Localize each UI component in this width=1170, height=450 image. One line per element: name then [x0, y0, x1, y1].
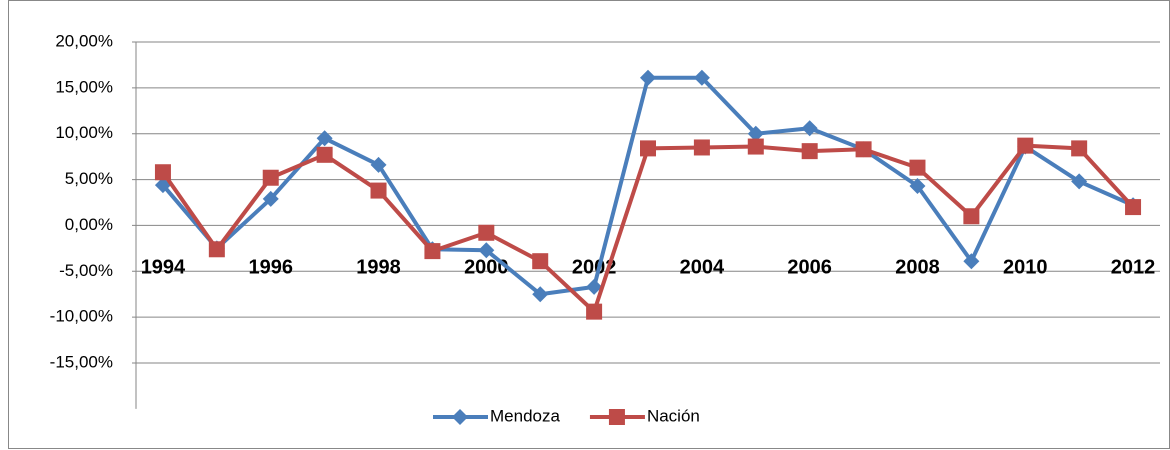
legend-label: Nación [647, 406, 700, 425]
marker [478, 242, 495, 259]
y-tick-label: -15,00% [50, 352, 113, 371]
marker [1125, 199, 1142, 216]
marker [693, 69, 710, 86]
marker [154, 164, 171, 181]
x-tick-label: 2010 [1003, 256, 1048, 278]
marker [370, 182, 387, 199]
marker [1071, 173, 1088, 190]
y-tick-label: 15,00% [55, 77, 113, 96]
y-tick-label: 20,00% [55, 31, 113, 50]
marker [693, 139, 710, 156]
x-tick-label: 2000 [464, 256, 509, 278]
x-tick-label: 1996 [248, 256, 293, 278]
marker [532, 286, 549, 303]
y-tick-label: -5,00% [59, 261, 113, 280]
marker [963, 208, 980, 225]
y-tick-label: -10,00% [50, 307, 113, 326]
legend-label: Mendoza [490, 406, 560, 425]
marker [747, 125, 764, 142]
x-tick-label: 2004 [680, 256, 725, 278]
marker [208, 241, 225, 258]
marker [586, 303, 603, 320]
marker [801, 143, 818, 160]
marker [478, 224, 495, 241]
marker [262, 169, 279, 186]
marker [1017, 137, 1034, 154]
marker [370, 156, 387, 173]
marker [855, 141, 872, 158]
x-tick-label: 2006 [787, 256, 832, 278]
marker [909, 159, 926, 176]
chart-frame [8, 0, 1170, 449]
marker [586, 278, 603, 295]
x-tick-label: 1994 [141, 256, 186, 278]
marker [424, 243, 441, 260]
marker [316, 146, 333, 163]
marker [316, 130, 333, 147]
marker [963, 253, 980, 270]
x-tick-label: 2008 [895, 256, 940, 278]
marker [640, 140, 656, 157]
marker [747, 138, 764, 155]
x-tick-label: 2012 [1111, 256, 1156, 278]
x-tick-label: 1998 [356, 256, 401, 278]
marker [801, 120, 818, 137]
marker [452, 409, 468, 425]
marker [532, 253, 549, 270]
marker [608, 409, 625, 425]
y-tick-label: 0,00% [65, 215, 113, 234]
marker [262, 190, 279, 207]
series [154, 137, 1142, 320]
marker [909, 177, 926, 194]
marker [1071, 140, 1088, 157]
y-tick-label: 10,00% [55, 123, 113, 142]
marker [640, 69, 656, 86]
y-tick-label: 5,00% [65, 169, 113, 188]
